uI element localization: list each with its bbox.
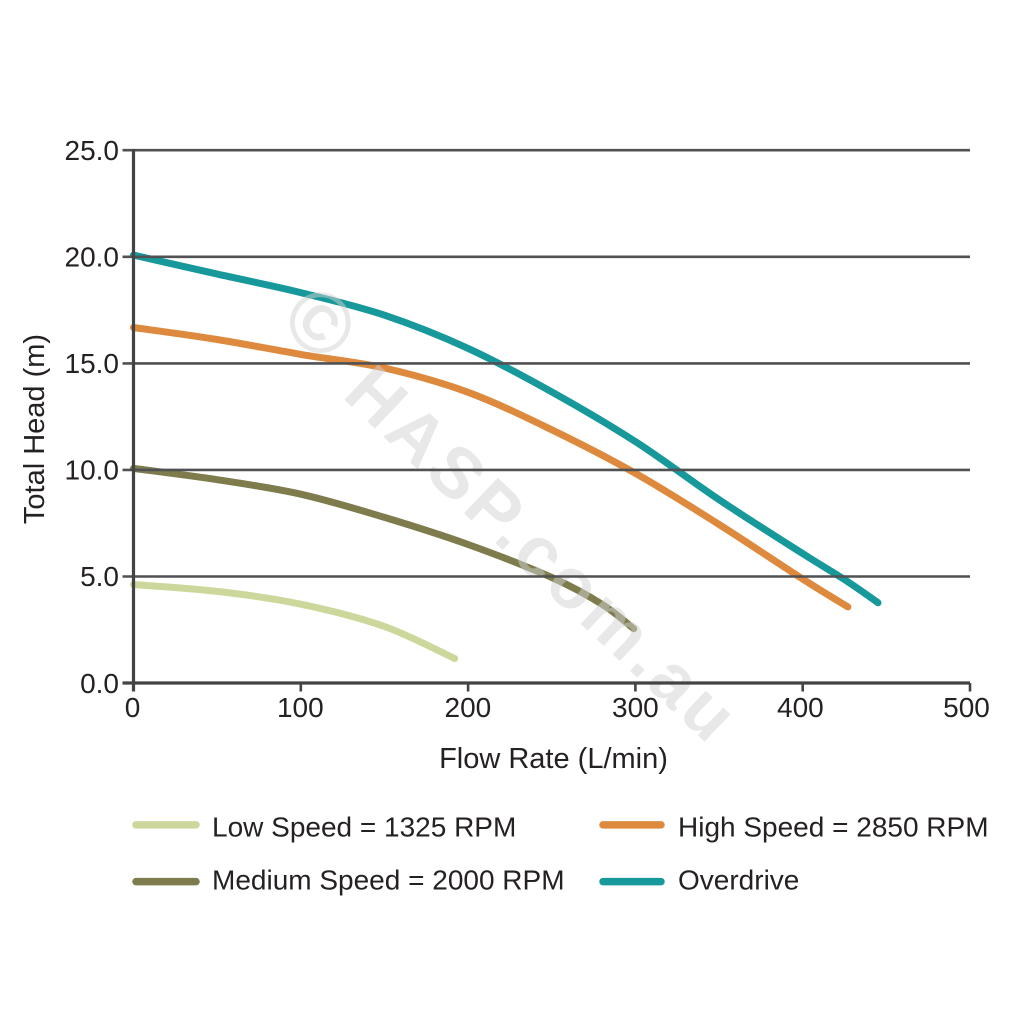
svg-text:300: 300 [612,692,659,723]
svg-text:Overdrive: Overdrive [678,865,799,896]
svg-text:100: 100 [277,692,324,723]
svg-text:25.0: 25.0 [65,135,120,166]
svg-text:500: 500 [943,692,990,723]
svg-text:Flow Rate (L/min): Flow Rate (L/min) [439,743,668,775]
svg-text:200: 200 [445,692,492,723]
svg-text:15.0: 15.0 [65,348,120,379]
svg-text:400: 400 [777,692,824,723]
svg-text:Total Head (m): Total Head (m) [19,334,51,524]
svg-text:Low Speed = 1325 RPM: Low Speed = 1325 RPM [212,812,516,843]
svg-text:0.0: 0.0 [80,668,119,699]
svg-text:5.0: 5.0 [80,561,119,592]
svg-text:10.0: 10.0 [65,455,120,486]
svg-text:Medium Speed = 2000 RPM: Medium Speed = 2000 RPM [212,865,565,896]
svg-text:20.0: 20.0 [65,242,120,273]
svg-text:0: 0 [125,692,141,723]
svg-text:High Speed = 2850 RPM: High Speed = 2850 RPM [678,812,989,843]
